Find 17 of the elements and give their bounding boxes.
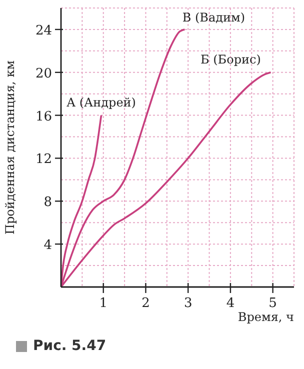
x-tick-label: 4	[226, 296, 235, 311]
series-label: Б (Борис)	[200, 52, 261, 66]
y-tick-label: 24	[35, 23, 52, 38]
x-tick-label: 5	[268, 296, 277, 311]
x-tick-label: 3	[184, 296, 192, 311]
x-axis-title: Время, ч	[238, 310, 294, 324]
series-label: А (Андрей)	[66, 95, 136, 110]
y-tick-label: 4	[44, 238, 52, 254]
y-axis-title: Пройденная дистанция, км	[3, 60, 17, 235]
y-tick-label: 12	[35, 152, 52, 168]
text: Рис. 5.47	[33, 338, 106, 354]
y-tick-label: 8	[44, 195, 52, 210]
y-tick-label: 16	[35, 109, 52, 124]
series-label: В (Вадим)	[182, 10, 246, 24]
y-tick-label: 20	[35, 66, 52, 82]
x-tick-label: 2	[142, 296, 150, 311]
x-tick-label: 1	[99, 296, 108, 311]
